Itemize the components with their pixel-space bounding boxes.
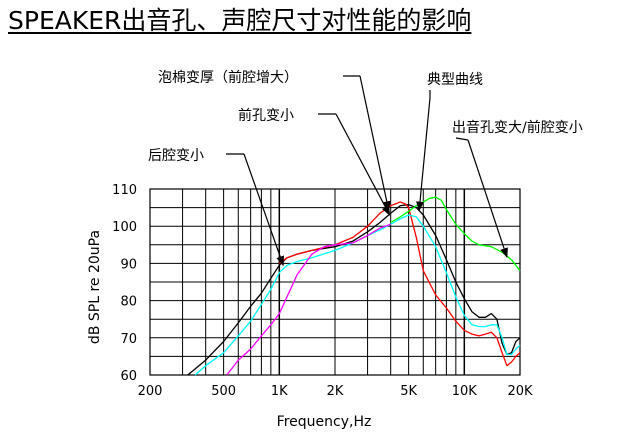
y-tick-label: 100 bbox=[112, 220, 137, 235]
chart-title: SPEAKER出音孔、声腔尺寸对性能的影响 bbox=[8, 6, 472, 35]
x-tick-label: 1K bbox=[271, 384, 288, 399]
annotation-label-0: 泡棉变厚（前腔增大） bbox=[158, 69, 298, 86]
annotation-arrow-2 bbox=[416, 97, 431, 212]
annotation-label-3: 出音孔变大/前腔变小 bbox=[452, 119, 583, 136]
annotation-arrow-4 bbox=[243, 153, 285, 267]
annotation-arrow-3 bbox=[467, 139, 508, 259]
series-line-3 bbox=[390, 196, 521, 272]
x-tick-label: 10K bbox=[452, 384, 478, 399]
grid-lines bbox=[150, 189, 521, 375]
annotation-label-4: 后腔变小 bbox=[148, 148, 204, 164]
x-axis-label: Frequency,Hz bbox=[277, 414, 372, 430]
tick-labels: 200 500 1K 2K 5K 10K 20K 60 70 80 90 100 110 bbox=[112, 183, 533, 399]
series-line-2 bbox=[194, 214, 521, 376]
y-tick-label: 70 bbox=[120, 332, 137, 347]
annotation-arrow-1 bbox=[335, 113, 391, 216]
annotation-arrow-0 bbox=[359, 75, 391, 212]
y-tick-label: 90 bbox=[120, 257, 137, 272]
annotation-label-2: 典型曲线 bbox=[427, 72, 483, 88]
annotation-dash-3 bbox=[455, 137, 469, 141]
x-tick-label: 2K bbox=[327, 384, 344, 399]
series-line-4 bbox=[226, 223, 391, 376]
y-tick-label: 60 bbox=[120, 369, 137, 384]
x-tick-label: 500 bbox=[211, 384, 236, 399]
series-line-1 bbox=[278, 201, 521, 367]
series-layer bbox=[187, 196, 521, 376]
y-tick-label: 80 bbox=[120, 295, 137, 310]
x-tick-label: 5K bbox=[400, 384, 417, 399]
series-line-0 bbox=[187, 203, 521, 376]
x-tick-label: 200 bbox=[138, 384, 163, 399]
y-tick-label: 110 bbox=[112, 183, 137, 198]
y-axis-label: dB SPL re 20uPa bbox=[87, 230, 103, 344]
annotation-label-1: 前孔变小 bbox=[238, 107, 294, 124]
x-tick-label: 20K bbox=[507, 384, 533, 399]
